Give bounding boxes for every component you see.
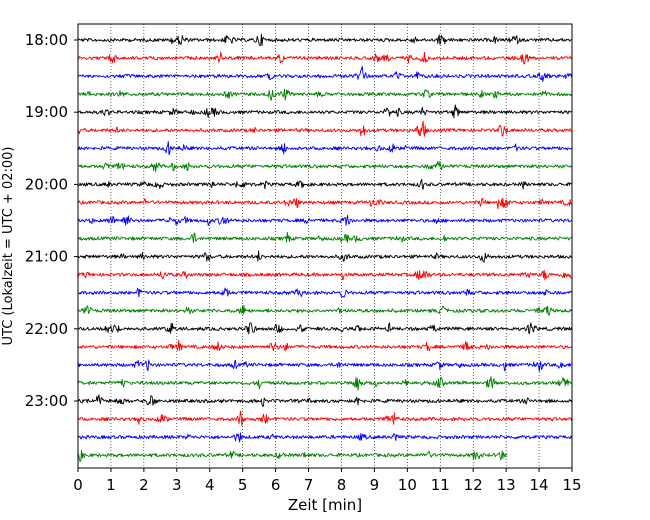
x-tick-label: 15 <box>562 476 581 494</box>
x-tick-label: 14 <box>530 476 549 494</box>
seismic-trace <box>77 394 572 408</box>
x-tick-label: 2 <box>139 476 149 494</box>
y-axis-label: UTC (Lokalzeit = UTC + 02:00) <box>1 147 16 346</box>
seismic-trace <box>77 322 572 335</box>
plot-frame <box>77 23 573 469</box>
x-axis-label: Zeit [min] <box>288 496 362 514</box>
seismic-trace <box>77 214 572 226</box>
y-tick-label: 18:00 <box>25 31 68 49</box>
x-tick-label: 9 <box>370 476 380 494</box>
x-tick-label: 10 <box>398 476 417 494</box>
helicorder-traces <box>77 33 572 463</box>
x-axis-ticks: 0 1 2 3 4 5 6 7 8 9 10 11 12 13 14 15 <box>73 468 582 494</box>
x-tick-label: 5 <box>238 476 248 494</box>
seismic-trace <box>77 410 572 427</box>
seismic-trace <box>77 359 572 372</box>
seismic-trace <box>77 141 572 156</box>
x-tick-label: 12 <box>464 476 483 494</box>
seismic-trace <box>77 231 572 244</box>
seismic-trace <box>77 178 572 190</box>
x-tick-label: 11 <box>431 476 450 494</box>
seismic-trace <box>77 104 572 119</box>
x-tick-label: 8 <box>337 476 347 494</box>
y-tick-label: 20:00 <box>25 175 68 193</box>
seismic-trace <box>77 65 572 82</box>
seismic-trace <box>77 340 572 352</box>
seismic-trace <box>77 250 572 263</box>
seismic-trace <box>77 376 572 391</box>
seismic-trace <box>77 287 572 298</box>
seismic-trace <box>77 197 572 210</box>
x-tick-label: 0 <box>73 476 83 494</box>
y-tick-label: 21:00 <box>25 248 68 266</box>
x-tick-label: 3 <box>172 476 182 494</box>
y-tick-label: 22:00 <box>25 320 68 338</box>
y-tick-label: 23:00 <box>25 392 68 410</box>
seismic-trace <box>77 51 572 65</box>
seismic-trace <box>77 432 572 443</box>
seismic-trace <box>77 449 508 463</box>
seismic-trace <box>77 88 572 101</box>
y-axis-ticks: 18:00 19:00 20:00 21:00 22:00 23:00 <box>25 31 78 410</box>
x-tick-label: 1 <box>106 476 116 494</box>
seismic-trace <box>77 269 572 281</box>
seismic-trace <box>77 304 572 316</box>
x-tick-label: 7 <box>304 476 314 494</box>
seismic-trace <box>77 33 572 47</box>
x-tick-label: 6 <box>271 476 281 494</box>
x-tick-label: 4 <box>205 476 215 494</box>
seismic-trace <box>77 120 572 137</box>
x-tick-label: 13 <box>497 476 516 494</box>
y-tick-label: 19:00 <box>25 103 68 121</box>
seismic-trace <box>77 161 572 173</box>
vertical-grid <box>110 24 540 468</box>
